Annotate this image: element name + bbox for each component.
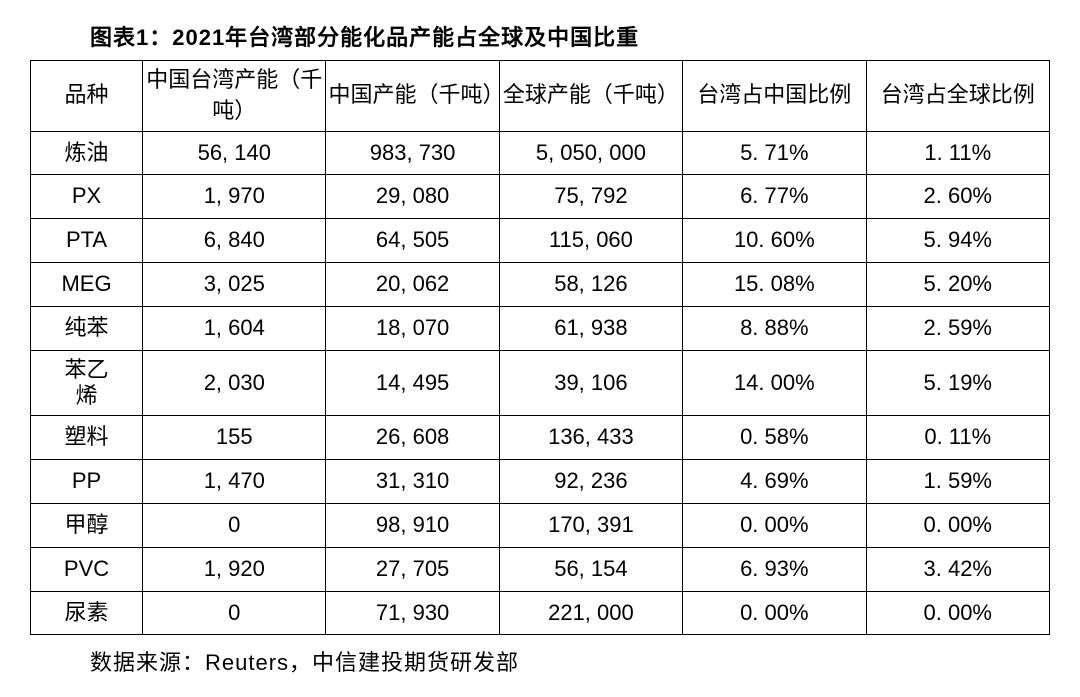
cell-product: PVC	[31, 547, 143, 591]
header-china-capacity: 中国产能（千吨）	[326, 61, 499, 132]
cell-taiwan-china-ratio: 14. 00%	[683, 350, 866, 416]
cell-product: 纯苯	[31, 306, 143, 350]
cell-global-capacity: 170, 391	[499, 503, 682, 547]
cell-china-capacity: 98, 910	[326, 503, 499, 547]
cell-taiwan-capacity: 1, 604	[143, 306, 326, 350]
cell-taiwan-global-ratio: 1. 59%	[866, 460, 1049, 504]
cell-china-capacity: 71, 930	[326, 591, 499, 635]
cell-global-capacity: 115, 060	[499, 219, 682, 263]
header-global-capacity: 全球产能（千吨）	[499, 61, 682, 132]
data-source: 数据来源：Reuters，中信建投期货研发部	[30, 645, 1050, 677]
cell-global-capacity: 58, 126	[499, 262, 682, 306]
table-row: PVC1, 92027, 70556, 1546. 93%3. 42%	[31, 547, 1050, 591]
cell-china-capacity: 29, 080	[326, 175, 499, 219]
cell-taiwan-capacity: 0	[143, 591, 326, 635]
cell-global-capacity: 5, 050, 000	[499, 131, 682, 175]
cell-taiwan-global-ratio: 5. 94%	[866, 219, 1049, 263]
cell-product: 苯乙烯	[31, 350, 143, 416]
cell-taiwan-china-ratio: 0. 00%	[683, 503, 866, 547]
cell-china-capacity: 31, 310	[326, 460, 499, 504]
capacity-table: 品种 中国台湾产能（千吨） 中国产能（千吨） 全球产能（千吨） 台湾占中国比例 …	[30, 60, 1050, 635]
table-row: 塑料15526, 608136, 4330. 58%0. 11%	[31, 416, 1050, 460]
cell-taiwan-china-ratio: 8. 88%	[683, 306, 866, 350]
cell-taiwan-global-ratio: 5. 20%	[866, 262, 1049, 306]
cell-global-capacity: 39, 106	[499, 350, 682, 416]
cell-taiwan-capacity: 1, 470	[143, 460, 326, 504]
table-title: 图表1：2021年台湾部分能化品产能占全球及中国比重	[30, 20, 1050, 52]
cell-taiwan-global-ratio: 0. 11%	[866, 416, 1049, 460]
cell-china-capacity: 983, 730	[326, 131, 499, 175]
header-taiwan-global-ratio: 台湾占全球比例	[866, 61, 1049, 132]
cell-global-capacity: 136, 433	[499, 416, 682, 460]
cell-taiwan-global-ratio: 5. 19%	[866, 350, 1049, 416]
header-taiwan-china-ratio: 台湾占中国比例	[683, 61, 866, 132]
cell-taiwan-global-ratio: 2. 60%	[866, 175, 1049, 219]
cell-product: 甲醇	[31, 503, 143, 547]
cell-taiwan-global-ratio: 2. 59%	[866, 306, 1049, 350]
cell-global-capacity: 75, 792	[499, 175, 682, 219]
cell-taiwan-china-ratio: 15. 08%	[683, 262, 866, 306]
cell-product: 炼油	[31, 131, 143, 175]
cell-global-capacity: 61, 938	[499, 306, 682, 350]
header-product: 品种	[31, 61, 143, 132]
cell-taiwan-capacity: 6, 840	[143, 219, 326, 263]
cell-china-capacity: 27, 705	[326, 547, 499, 591]
cell-taiwan-capacity: 3, 025	[143, 262, 326, 306]
table-row: 尿素071, 930221, 0000. 00%0. 00%	[31, 591, 1050, 635]
cell-china-capacity: 26, 608	[326, 416, 499, 460]
cell-global-capacity: 92, 236	[499, 460, 682, 504]
table-row: PP1, 47031, 31092, 2364. 69%1. 59%	[31, 460, 1050, 504]
table-row: PX1, 97029, 08075, 7926. 77%2. 60%	[31, 175, 1050, 219]
table-row: 纯苯1, 60418, 07061, 9388. 88%2. 59%	[31, 306, 1050, 350]
header-taiwan-capacity: 中国台湾产能（千吨）	[143, 61, 326, 132]
cell-taiwan-capacity: 155	[143, 416, 326, 460]
cell-product: PP	[31, 460, 143, 504]
cell-product: PX	[31, 175, 143, 219]
cell-taiwan-china-ratio: 10. 60%	[683, 219, 866, 263]
cell-taiwan-china-ratio: 0. 58%	[683, 416, 866, 460]
cell-global-capacity: 221, 000	[499, 591, 682, 635]
cell-taiwan-china-ratio: 6. 77%	[683, 175, 866, 219]
table-row: 炼油56, 140983, 7305, 050, 0005. 71%1. 11%	[31, 131, 1050, 175]
cell-product: 尿素	[31, 591, 143, 635]
cell-china-capacity: 14, 495	[326, 350, 499, 416]
cell-taiwan-capacity: 1, 970	[143, 175, 326, 219]
table-row: 苯乙烯2, 03014, 49539, 10614. 00%5. 19%	[31, 350, 1050, 416]
cell-taiwan-global-ratio: 0. 00%	[866, 591, 1049, 635]
table-row: MEG3, 02520, 06258, 12615. 08%5. 20%	[31, 262, 1050, 306]
cell-taiwan-capacity: 1, 920	[143, 547, 326, 591]
cell-taiwan-global-ratio: 0. 00%	[866, 503, 1049, 547]
cell-taiwan-global-ratio: 1. 11%	[866, 131, 1049, 175]
cell-china-capacity: 64, 505	[326, 219, 499, 263]
cell-taiwan-global-ratio: 3. 42%	[866, 547, 1049, 591]
cell-taiwan-capacity: 56, 140	[143, 131, 326, 175]
table-row: PTA6, 84064, 505115, 06010. 60%5. 94%	[31, 219, 1050, 263]
table-row: 甲醇098, 910170, 3910. 00%0. 00%	[31, 503, 1050, 547]
cell-taiwan-china-ratio: 0. 00%	[683, 591, 866, 635]
cell-taiwan-china-ratio: 4. 69%	[683, 460, 866, 504]
cell-global-capacity: 56, 154	[499, 547, 682, 591]
cell-taiwan-capacity: 0	[143, 503, 326, 547]
cell-taiwan-capacity: 2, 030	[143, 350, 326, 416]
header-row: 品种 中国台湾产能（千吨） 中国产能（千吨） 全球产能（千吨） 台湾占中国比例 …	[31, 61, 1050, 132]
cell-taiwan-china-ratio: 5. 71%	[683, 131, 866, 175]
cell-china-capacity: 18, 070	[326, 306, 499, 350]
cell-product: 塑料	[31, 416, 143, 460]
cell-product: PTA	[31, 219, 143, 263]
cell-china-capacity: 20, 062	[326, 262, 499, 306]
cell-taiwan-china-ratio: 6. 93%	[683, 547, 866, 591]
cell-product: MEG	[31, 262, 143, 306]
